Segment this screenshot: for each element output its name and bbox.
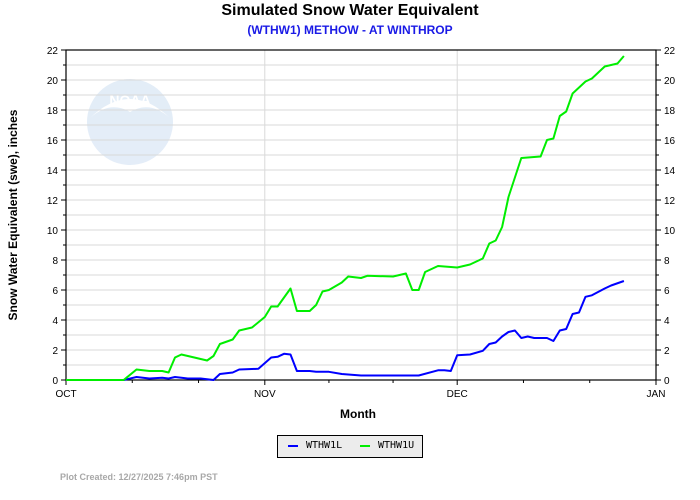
y-tick-label-right: 18 — [664, 106, 676, 117]
y-tick-label-left: 8 — [52, 256, 58, 267]
x-axis-label: Month — [340, 407, 376, 421]
y-tick-label-right: 2 — [664, 346, 670, 357]
y-tick-label-right: 12 — [664, 196, 676, 207]
chart-title: Simulated Snow Water Equivalent — [221, 2, 479, 19]
y-tick-label-right: 10 — [664, 226, 676, 237]
y-tick-label-right: 0 — [664, 376, 670, 387]
y-tick-label-left: 10 — [47, 226, 59, 237]
y-tick-label-left: 12 — [47, 196, 59, 207]
y-tick-label-right: 8 — [664, 256, 670, 267]
y-tick-label-left: 0 — [52, 376, 58, 387]
y-tick-label-left: 6 — [52, 286, 58, 297]
y-tick-label-right: 16 — [664, 136, 676, 147]
plot-created-footer: Plot Created: 12/27/2025 7:46pm PST — [60, 472, 218, 482]
x-tick-label: JAN — [647, 389, 666, 400]
x-tick-label: OCT — [55, 389, 76, 400]
y-tick-label-left: 14 — [47, 166, 59, 177]
y-tick-label-left: 2 — [52, 346, 58, 357]
y-tick-label-right: 20 — [664, 76, 676, 87]
y-tick-label-right: 6 — [664, 286, 670, 297]
y-tick-label-left: 20 — [47, 76, 59, 87]
legend: WTHW1L WTHW1U — [277, 435, 423, 458]
legend-swatch-green — [360, 444, 370, 447]
legend-item-wthw1l: WTHW1L — [288, 440, 342, 451]
chart-subtitle: (WTHW1) METHOW - AT WINTHROP — [247, 23, 453, 37]
y-tick-label-left: 22 — [47, 46, 59, 57]
y-tick-label-left: 16 — [47, 136, 59, 147]
x-tick-label: NOV — [254, 389, 276, 400]
y-axis-label: Snow Water Equivalent (swe), inches — [6, 109, 20, 320]
series-line-wthw1u — [66, 55, 625, 381]
y-tick-label-right: 4 — [664, 316, 670, 327]
noaa-logo-watermark: NOAA — [87, 79, 173, 165]
y-tick-label-right: 22 — [664, 46, 676, 57]
svg-text:NOAA: NOAA — [109, 92, 150, 108]
y-tick-label-left: 4 — [52, 316, 58, 327]
legend-item-wthw1u: WTHW1U — [360, 440, 414, 451]
legend-label: WTHW1L — [306, 440, 343, 451]
y-tick-label-left: 18 — [47, 106, 59, 117]
series-line-wthw1l — [66, 280, 625, 381]
x-tick-label: DEC — [447, 389, 468, 400]
legend-swatch-blue — [288, 444, 298, 447]
legend-label: WTHW1U — [378, 440, 415, 451]
y-tick-label-right: 14 — [664, 166, 676, 177]
